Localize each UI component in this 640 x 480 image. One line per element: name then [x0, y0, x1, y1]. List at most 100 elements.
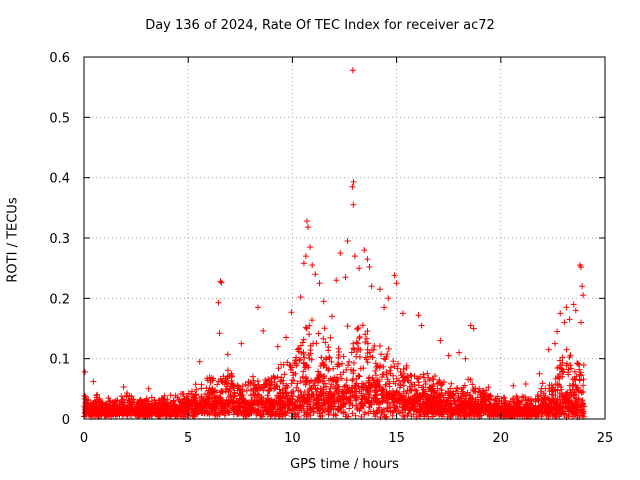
data-point [249, 373, 256, 380]
data-point [225, 367, 231, 374]
data-point [381, 355, 388, 362]
data-point [247, 405, 254, 412]
data-point [307, 244, 314, 251]
data-point [192, 381, 199, 388]
data-point [461, 382, 468, 389]
data-point [359, 322, 366, 329]
data-point [279, 413, 286, 420]
data-point [364, 256, 371, 263]
data-point [350, 201, 357, 208]
data-point [574, 412, 581, 419]
data-point [134, 406, 141, 413]
data-point [361, 247, 368, 254]
data-point [333, 412, 340, 419]
data-point [303, 325, 310, 332]
data-point [349, 410, 356, 417]
data-point [415, 312, 422, 319]
data-point [339, 360, 345, 367]
data-point [222, 379, 229, 385]
data-point [218, 279, 225, 286]
data-point [371, 342, 378, 349]
axis-ticks: 0 5 10 15 20 25 0 0.1 0.2 0.3 0.4 0.5 0.6 [49, 51, 613, 446]
data-point [262, 405, 268, 412]
data-point [462, 355, 469, 362]
data-point [167, 409, 174, 416]
data-point [227, 392, 234, 399]
data-point [366, 385, 373, 392]
data-point [456, 349, 463, 356]
data-point [528, 410, 535, 417]
data-point [365, 410, 372, 417]
data-point [376, 286, 383, 293]
data-point [226, 393, 233, 400]
data-point [432, 394, 439, 401]
data-point [340, 353, 347, 360]
data-point [353, 380, 360, 387]
data-point [124, 393, 130, 400]
data-point [250, 385, 257, 392]
data-point [563, 304, 570, 311]
data-point [407, 372, 414, 379]
data-point [355, 324, 362, 331]
data-point [357, 346, 364, 353]
data-point [507, 407, 514, 414]
x-axis-label: GPS time / hours [290, 457, 399, 472]
data-point [353, 396, 360, 403]
data-point [359, 395, 366, 402]
data-point [157, 402, 164, 409]
data-point [300, 368, 307, 375]
data-point [570, 301, 577, 308]
data-point [321, 408, 328, 414]
data-point [228, 377, 235, 384]
data-point [365, 375, 372, 382]
data-point [420, 384, 427, 391]
data-point [376, 364, 383, 371]
data-point [144, 398, 151, 405]
data-point [304, 362, 311, 369]
data-point [550, 386, 557, 393]
data-point [382, 356, 389, 363]
data-point [295, 348, 302, 355]
data-point [349, 392, 356, 399]
data-point [579, 283, 586, 290]
data-point [409, 403, 416, 410]
data-point [469, 395, 476, 402]
data-point [383, 391, 390, 398]
data-point [333, 378, 340, 385]
data-point [429, 404, 435, 411]
data-point [320, 361, 327, 368]
data-point [198, 385, 205, 392]
data-point [420, 371, 427, 378]
data-point [555, 373, 562, 379]
data-point [474, 394, 481, 401]
data-point [253, 412, 260, 418]
data-point [306, 322, 313, 329]
data-point [483, 398, 490, 405]
data-point [440, 394, 447, 401]
data-point [539, 380, 546, 387]
data-point [298, 391, 305, 398]
y-tick-label: 0.4 [49, 172, 70, 187]
data-point [277, 390, 284, 397]
data-point [578, 372, 585, 379]
data-point [225, 398, 232, 404]
data-point [470, 386, 477, 393]
data-point [363, 356, 370, 363]
data-point [103, 401, 110, 408]
data-point [350, 178, 357, 185]
data-point [580, 382, 587, 389]
data-point [399, 404, 406, 411]
data-point [406, 407, 413, 414]
data-point [272, 374, 278, 381]
data-point [360, 386, 367, 393]
data-point [299, 339, 306, 346]
data-point [356, 335, 363, 342]
data-point [576, 407, 583, 414]
data-point [328, 381, 335, 388]
data-point [122, 404, 129, 411]
data-point [467, 322, 474, 329]
data-point [301, 354, 308, 361]
data-point [287, 398, 294, 405]
data-point [562, 395, 569, 402]
data-point [310, 409, 317, 416]
